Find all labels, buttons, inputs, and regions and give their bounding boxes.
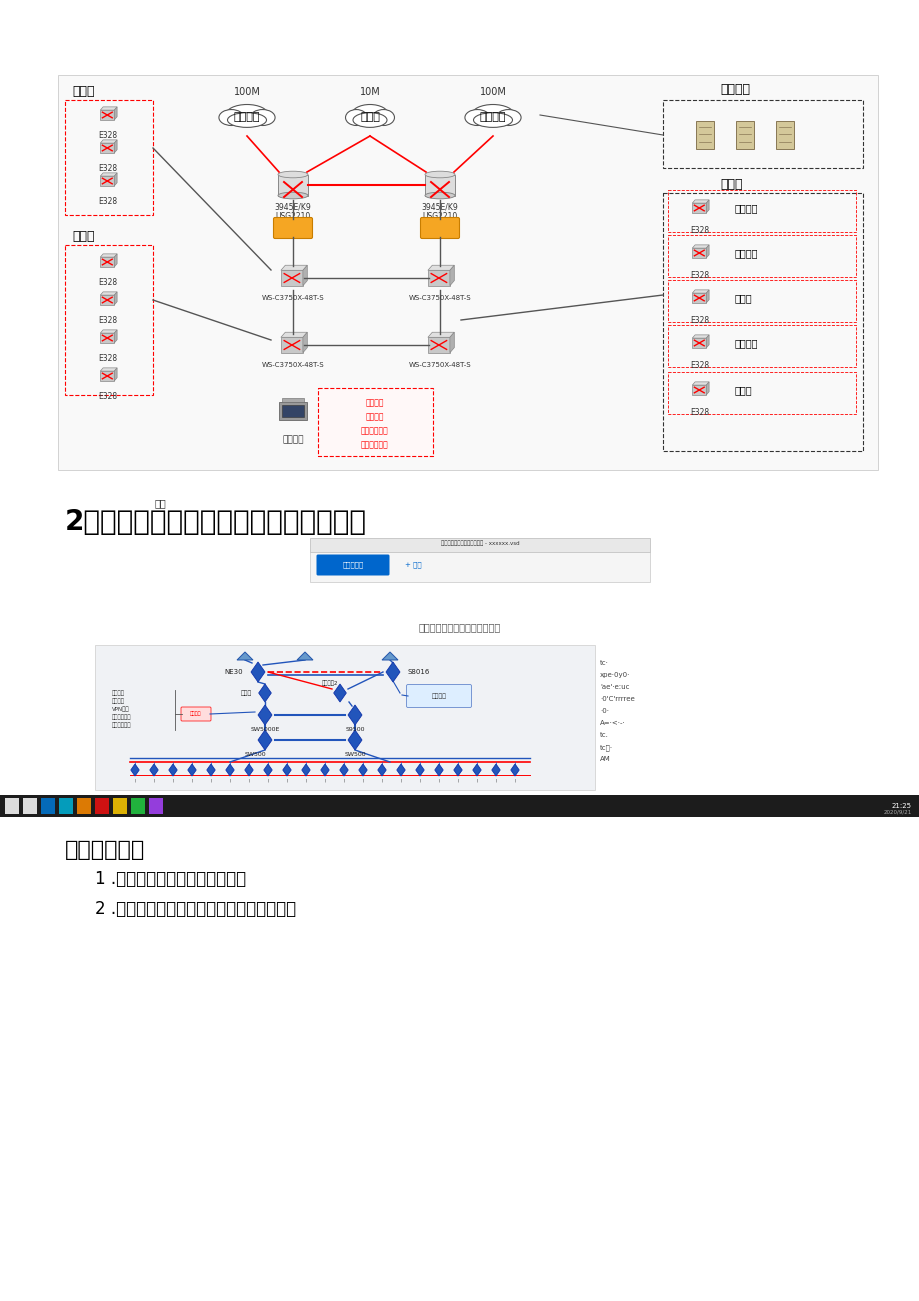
Polygon shape (237, 652, 253, 660)
FancyBboxPatch shape (23, 798, 37, 814)
Text: 100M: 100M (479, 87, 505, 98)
FancyBboxPatch shape (181, 706, 210, 721)
Text: 服务器区: 服务器区 (431, 693, 446, 699)
Polygon shape (691, 290, 709, 293)
Text: A=·<·-·: A=·<·-· (599, 719, 625, 726)
Polygon shape (302, 332, 307, 353)
Polygon shape (706, 200, 709, 213)
FancyBboxPatch shape (77, 798, 91, 814)
Text: VPN接入: VPN接入 (112, 706, 130, 712)
Text: 上网行为管理: 上网行为管理 (361, 440, 389, 449)
Polygon shape (386, 662, 400, 682)
Text: 防火墙: 防火墙 (241, 691, 252, 696)
Polygon shape (130, 764, 139, 775)
Polygon shape (347, 705, 361, 725)
Ellipse shape (495, 109, 520, 125)
Polygon shape (427, 265, 454, 271)
Polygon shape (100, 143, 114, 154)
Polygon shape (100, 258, 114, 267)
Polygon shape (114, 107, 117, 120)
Text: |: | (380, 778, 382, 782)
Ellipse shape (425, 172, 455, 178)
Polygon shape (453, 764, 461, 775)
Text: 黑龙江科技学院校园网络拓扑图: 黑龙江科技学院校园网络拓扑图 (418, 622, 501, 632)
Text: 五、实践总结: 五、实践总结 (65, 840, 145, 860)
FancyBboxPatch shape (282, 405, 303, 418)
Text: 宿舍区: 宿舍区 (72, 230, 95, 243)
Polygon shape (207, 764, 215, 775)
Ellipse shape (425, 193, 455, 199)
Text: |: | (457, 778, 459, 782)
FancyBboxPatch shape (282, 398, 303, 402)
Polygon shape (264, 764, 272, 775)
FancyBboxPatch shape (318, 388, 433, 455)
Text: WS-C3750X-48T-S: WS-C3750X-48T-S (261, 295, 324, 301)
Text: |: | (514, 778, 516, 782)
Text: 上网行为管理: 上网行为管理 (112, 722, 131, 727)
Polygon shape (691, 248, 706, 258)
Polygon shape (114, 173, 117, 186)
Ellipse shape (278, 172, 308, 178)
Text: |: | (476, 778, 477, 782)
Polygon shape (100, 371, 114, 381)
Text: |: | (343, 778, 345, 782)
Text: E328: E328 (689, 271, 709, 280)
Text: USG2210: USG2210 (275, 212, 311, 221)
Polygon shape (297, 652, 312, 660)
Text: 控制中心: 控制中心 (282, 435, 303, 444)
Polygon shape (100, 176, 114, 186)
Text: WS-C3750X-48T-S: WS-C3750X-48T-S (408, 295, 471, 301)
Text: tc．·: tc．· (599, 744, 612, 751)
Ellipse shape (372, 109, 394, 125)
Text: 教育网: 教育网 (359, 112, 380, 122)
Polygon shape (339, 764, 347, 775)
Text: xpe·0y0·: xpe·0y0· (599, 673, 630, 678)
Text: |: | (324, 778, 325, 782)
Polygon shape (100, 368, 117, 371)
FancyBboxPatch shape (425, 174, 455, 195)
Text: |: | (210, 778, 211, 782)
Text: tc·: tc· (599, 660, 608, 666)
Polygon shape (381, 652, 398, 660)
Text: |: | (494, 778, 496, 782)
Polygon shape (251, 662, 265, 682)
Ellipse shape (250, 109, 275, 125)
Text: USG2210: USG2210 (422, 212, 457, 221)
Polygon shape (114, 291, 117, 304)
Text: 2．完成黑龙江科技大学网络拓扑图绘制: 2．完成黑龙江科技大学网络拓扑图绘制 (65, 507, 367, 536)
FancyBboxPatch shape (316, 554, 389, 575)
FancyBboxPatch shape (95, 798, 108, 814)
Text: 中国联通: 中国联通 (479, 112, 505, 122)
Ellipse shape (225, 104, 268, 125)
Polygon shape (472, 764, 481, 775)
Text: 新建拓扑图: 新建拓扑图 (342, 562, 363, 569)
Polygon shape (691, 385, 706, 396)
Polygon shape (187, 764, 196, 775)
Text: 10M: 10M (359, 87, 380, 98)
Ellipse shape (346, 109, 367, 125)
Polygon shape (100, 291, 117, 295)
Ellipse shape (464, 109, 489, 125)
Polygon shape (378, 764, 386, 775)
Polygon shape (257, 705, 272, 725)
Text: 中国电信: 中国电信 (233, 112, 260, 122)
Text: 数据中心: 数据中心 (720, 83, 749, 96)
FancyBboxPatch shape (0, 795, 919, 817)
Polygon shape (100, 333, 114, 343)
Text: 教学区: 教学区 (72, 85, 95, 98)
Polygon shape (100, 111, 114, 120)
Polygon shape (150, 764, 158, 775)
FancyBboxPatch shape (273, 217, 312, 238)
Text: |: | (229, 778, 231, 782)
Text: E328: E328 (98, 164, 118, 173)
Polygon shape (168, 764, 177, 775)
Text: |: | (153, 778, 154, 782)
Text: |: | (286, 778, 288, 782)
Polygon shape (415, 764, 424, 775)
Text: 流量监控: 流量监控 (366, 412, 384, 422)
Text: |: | (248, 778, 249, 782)
Polygon shape (257, 730, 272, 749)
Text: |: | (134, 778, 135, 782)
Text: NE30: NE30 (224, 669, 243, 675)
